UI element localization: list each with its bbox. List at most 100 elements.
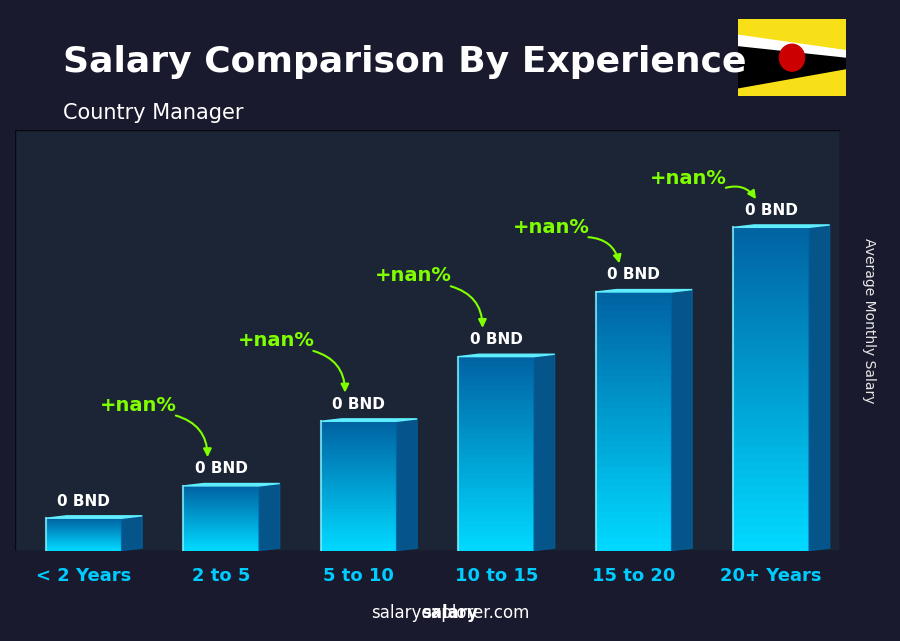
Polygon shape	[184, 483, 280, 486]
Bar	[458, 497, 534, 502]
Bar	[321, 470, 397, 473]
Bar	[321, 454, 397, 457]
Bar	[596, 479, 671, 486]
Bar	[734, 429, 809, 437]
Bar	[46, 528, 122, 529]
Bar	[46, 542, 122, 544]
Bar	[184, 486, 259, 488]
Bar	[184, 536, 259, 538]
Bar	[46, 523, 122, 524]
Bar	[184, 488, 259, 489]
Bar	[184, 520, 259, 522]
Bar	[184, 495, 259, 497]
Bar	[46, 530, 122, 531]
Bar	[46, 520, 122, 522]
Bar	[184, 529, 259, 531]
Bar	[738, 19, 846, 58]
Bar	[321, 467, 397, 470]
Bar	[734, 470, 809, 478]
Bar	[184, 522, 259, 523]
Bar	[46, 545, 122, 547]
Bar	[596, 512, 671, 518]
Bar	[321, 492, 397, 495]
Bar	[458, 468, 534, 473]
Bar	[321, 502, 397, 505]
Bar	[184, 547, 259, 549]
Bar	[184, 538, 259, 539]
Text: 5 to 10: 5 to 10	[323, 567, 394, 585]
Bar	[184, 510, 259, 512]
Bar	[458, 434, 534, 439]
FancyBboxPatch shape	[15, 130, 840, 551]
Polygon shape	[734, 225, 830, 228]
Bar	[184, 533, 259, 535]
Polygon shape	[321, 419, 418, 421]
Bar	[596, 383, 671, 389]
Bar	[184, 539, 259, 541]
Bar	[596, 312, 671, 318]
Bar	[596, 389, 671, 395]
Bar	[458, 526, 534, 531]
Text: 0 BND: 0 BND	[745, 203, 797, 218]
Bar	[734, 397, 809, 405]
Bar	[184, 515, 259, 517]
Bar	[734, 292, 809, 300]
Bar	[46, 532, 122, 533]
Bar	[458, 429, 534, 434]
FancyArrowPatch shape	[176, 415, 211, 455]
Bar	[184, 505, 259, 507]
Bar	[321, 508, 397, 512]
Bar	[321, 437, 397, 440]
Polygon shape	[46, 516, 142, 518]
Bar	[734, 324, 809, 333]
Bar	[734, 486, 809, 494]
Bar	[734, 405, 809, 413]
Text: +nan%: +nan%	[375, 266, 452, 285]
Bar	[458, 395, 534, 400]
Polygon shape	[738, 46, 846, 88]
Bar	[458, 362, 534, 366]
Bar	[321, 505, 397, 508]
Bar	[734, 276, 809, 284]
Bar	[596, 421, 671, 428]
Bar	[596, 525, 671, 531]
Bar	[458, 366, 534, 371]
Bar	[321, 547, 397, 551]
Bar	[184, 507, 259, 508]
Bar	[596, 402, 671, 408]
Bar	[596, 408, 671, 415]
Bar	[734, 478, 809, 486]
Bar	[184, 535, 259, 536]
Bar	[46, 550, 122, 551]
Bar	[184, 489, 259, 491]
Bar	[734, 244, 809, 251]
Bar	[734, 316, 809, 324]
Bar	[321, 447, 397, 451]
Bar	[184, 549, 259, 551]
Bar	[184, 512, 259, 513]
Text: < 2 Years: < 2 Years	[36, 567, 131, 585]
Bar	[46, 522, 122, 523]
Bar	[734, 510, 809, 518]
Bar	[321, 538, 397, 541]
Bar	[596, 305, 671, 312]
Bar	[46, 525, 122, 526]
Bar	[184, 491, 259, 492]
Bar	[46, 527, 122, 528]
Bar	[734, 462, 809, 470]
Bar	[184, 513, 259, 515]
Bar	[46, 533, 122, 535]
Bar	[596, 344, 671, 350]
Bar	[46, 529, 122, 530]
Bar	[596, 350, 671, 356]
Bar	[734, 300, 809, 308]
Bar	[321, 535, 397, 538]
Text: 10 to 15: 10 to 15	[454, 567, 538, 585]
Bar	[596, 492, 671, 499]
Bar	[458, 376, 534, 381]
Bar	[596, 299, 671, 305]
Bar	[184, 525, 259, 526]
Bar	[46, 519, 122, 520]
Bar	[458, 405, 534, 410]
Bar	[734, 437, 809, 445]
